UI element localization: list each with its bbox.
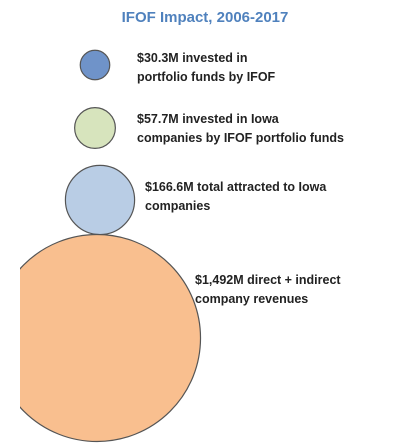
chart-title: IFOF Impact, 2006-2017 (122, 9, 289, 26)
value-label: $57.7M (137, 112, 179, 126)
value-label: $30.3M (137, 51, 179, 65)
bubble (64, 164, 136, 236)
category-label: companies (145, 199, 210, 213)
category-label: portfolio funds by IFOF (137, 70, 276, 84)
category-label: direct + indirect (247, 273, 341, 287)
value-label: $166.6M (145, 180, 194, 194)
bubble-label: $166.6M total attracted to Iowa (145, 180, 327, 194)
category-label: total attracted to Iowa (197, 180, 327, 194)
category-label: companies by IFOF portfolio funds (137, 131, 344, 145)
category-label: invested in Iowa (182, 112, 280, 126)
value-label: $1,492M (195, 273, 244, 287)
bubble-label: $30.3M invested in (137, 51, 247, 65)
bubble-label: $57.7M invested in Iowa (137, 112, 280, 126)
bubble-label: $1,492M direct + indirect (195, 273, 341, 287)
bubble (74, 107, 116, 149)
bubble-label: companies (145, 199, 210, 213)
category-label: company revenues (195, 292, 308, 306)
bubble (20, 233, 202, 443)
bubble-label: portfolio funds by IFOF (137, 70, 276, 84)
bubble-label: company revenues (195, 292, 308, 306)
bubble (79, 49, 111, 81)
bubble-label: companies by IFOF portfolio funds (137, 131, 344, 145)
category-label: invested in (182, 51, 247, 65)
